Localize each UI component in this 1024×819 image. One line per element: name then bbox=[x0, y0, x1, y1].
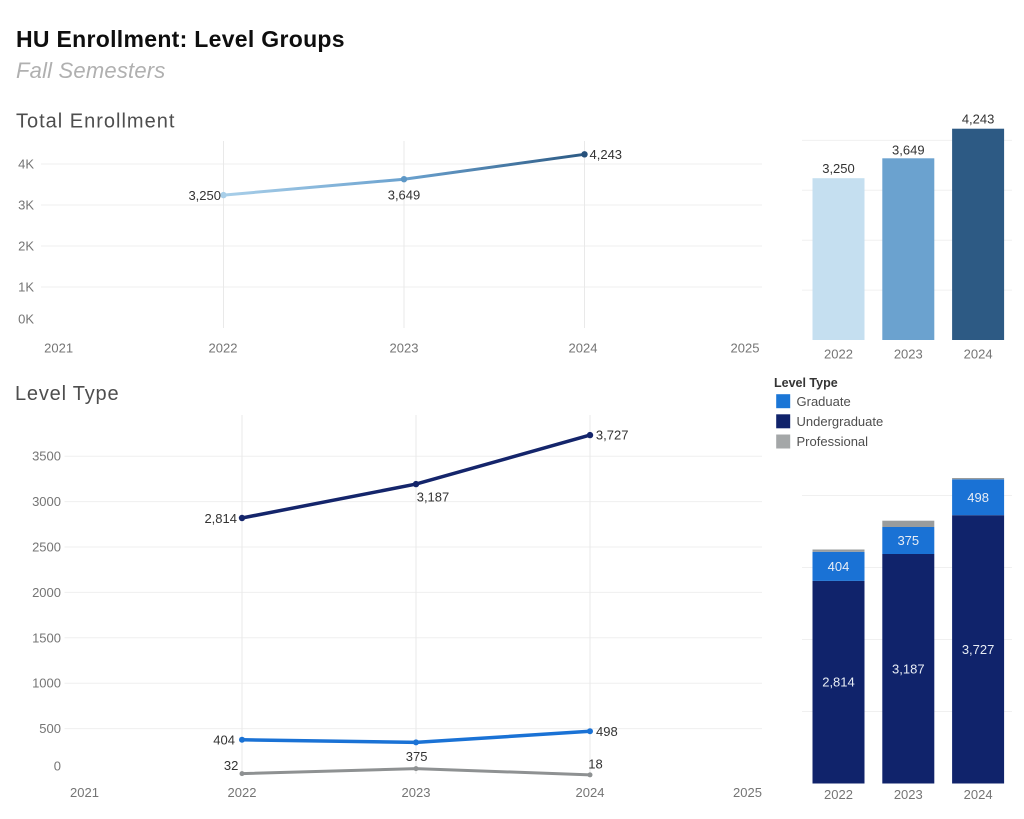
svg-text:2023: 2023 bbox=[894, 787, 923, 802]
svg-text:18: 18 bbox=[588, 756, 602, 771]
svg-text:0: 0 bbox=[54, 759, 61, 774]
svg-text:32: 32 bbox=[224, 758, 238, 773]
svg-text:3500: 3500 bbox=[32, 449, 61, 464]
svg-text:2023: 2023 bbox=[390, 341, 419, 356]
svg-text:3000: 3000 bbox=[32, 494, 61, 509]
svg-text:375: 375 bbox=[897, 533, 919, 548]
svg-text:2021: 2021 bbox=[44, 341, 73, 356]
svg-text:2022: 2022 bbox=[209, 341, 238, 356]
svg-text:3,250: 3,250 bbox=[822, 161, 855, 176]
svg-text:2024: 2024 bbox=[964, 346, 993, 361]
svg-text:500: 500 bbox=[39, 721, 61, 736]
svg-text:2022: 2022 bbox=[824, 787, 853, 802]
svg-text:2022: 2022 bbox=[824, 346, 853, 361]
svg-text:404: 404 bbox=[828, 559, 850, 574]
svg-text:3,250: 3,250 bbox=[188, 188, 221, 203]
svg-text:Total Enrollment: Total Enrollment bbox=[16, 111, 175, 133]
svg-text:2023: 2023 bbox=[894, 346, 923, 361]
svg-text:Undergraduate: Undergraduate bbox=[797, 414, 884, 429]
svg-text:HU Enrollment: Level Groups: HU Enrollment: Level Groups bbox=[16, 26, 345, 52]
svg-text:3,649: 3,649 bbox=[388, 188, 421, 203]
svg-text:Level Type: Level Type bbox=[774, 376, 838, 390]
svg-text:1000: 1000 bbox=[32, 676, 61, 691]
svg-text:4,243: 4,243 bbox=[590, 147, 623, 162]
svg-text:2023: 2023 bbox=[402, 785, 431, 800]
svg-text:2500: 2500 bbox=[32, 540, 61, 555]
svg-text:2022: 2022 bbox=[228, 785, 257, 800]
svg-text:Graduate: Graduate bbox=[797, 394, 851, 409]
svg-text:2,814: 2,814 bbox=[204, 511, 237, 526]
svg-text:404: 404 bbox=[213, 733, 235, 748]
svg-text:Fall Semesters: Fall Semesters bbox=[16, 58, 166, 83]
svg-text:4K: 4K bbox=[18, 157, 34, 172]
svg-text:2021: 2021 bbox=[70, 785, 99, 800]
svg-text:375: 375 bbox=[406, 749, 428, 764]
svg-text:2025: 2025 bbox=[733, 785, 762, 800]
svg-text:Level Type: Level Type bbox=[15, 383, 119, 405]
svg-text:2024: 2024 bbox=[569, 341, 598, 356]
svg-text:2K: 2K bbox=[18, 239, 34, 254]
svg-text:2024: 2024 bbox=[964, 787, 993, 802]
svg-text:1500: 1500 bbox=[32, 630, 61, 645]
svg-text:2025: 2025 bbox=[731, 341, 760, 356]
svg-text:3K: 3K bbox=[18, 198, 34, 213]
svg-text:2,814: 2,814 bbox=[822, 675, 855, 690]
svg-text:4,243: 4,243 bbox=[962, 112, 995, 127]
svg-text:3,187: 3,187 bbox=[892, 661, 925, 676]
svg-text:0K: 0K bbox=[18, 312, 34, 327]
svg-text:2000: 2000 bbox=[32, 585, 61, 600]
svg-text:3,649: 3,649 bbox=[892, 142, 925, 157]
svg-text:3,727: 3,727 bbox=[596, 428, 629, 443]
svg-text:3,187: 3,187 bbox=[417, 490, 450, 505]
svg-text:3,727: 3,727 bbox=[962, 642, 995, 657]
svg-text:1K: 1K bbox=[18, 280, 34, 295]
svg-text:2024: 2024 bbox=[576, 785, 605, 800]
svg-text:498: 498 bbox=[596, 724, 618, 739]
svg-text:Professional: Professional bbox=[797, 434, 869, 449]
svg-text:498: 498 bbox=[967, 490, 989, 505]
